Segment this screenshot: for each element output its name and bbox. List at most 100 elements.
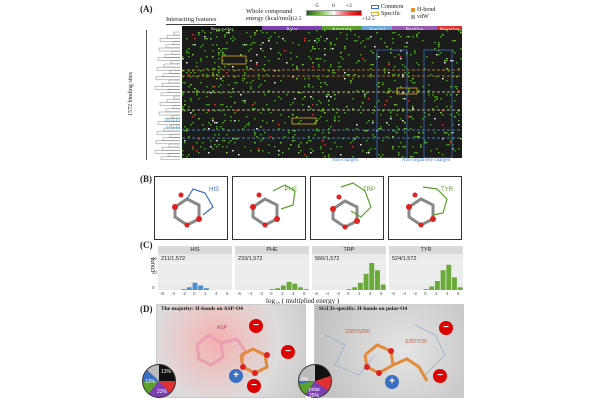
heat-cell	[210, 32, 212, 34]
heat-cell	[270, 48, 272, 50]
heat-cell	[254, 134, 256, 136]
heat-cell	[338, 92, 340, 94]
heat-cell	[312, 104, 314, 106]
heat-cell	[346, 38, 348, 40]
heat-cell	[262, 42, 264, 44]
heat-cell	[186, 156, 188, 158]
heat-cell	[328, 70, 330, 72]
heat-cell	[432, 62, 434, 64]
heat-cell	[434, 132, 436, 134]
cbar-tick-2: +2	[346, 3, 352, 9]
heat-cell	[218, 54, 220, 56]
heat-cell	[192, 70, 194, 72]
heat-cell	[212, 56, 214, 58]
heat-cell	[424, 116, 426, 118]
heat-cell	[252, 108, 254, 110]
heat-cell	[268, 40, 270, 42]
heat-cell	[280, 114, 282, 116]
heat-cell	[186, 128, 188, 130]
heat-cell	[344, 48, 346, 50]
heat-cell	[312, 48, 314, 50]
heat-cell	[188, 56, 190, 58]
heat-cell	[218, 72, 220, 74]
dendrogram-branch	[160, 92, 180, 97]
heat-cell	[222, 52, 224, 54]
heat-cell	[400, 86, 402, 88]
heat-cell	[388, 88, 390, 90]
heat-cell	[310, 148, 312, 150]
heat-cell	[442, 34, 444, 36]
heat-cell	[326, 94, 328, 96]
dendrogram-branch	[162, 137, 180, 141]
xtick-3-5: 4	[446, 291, 449, 296]
heat-cell	[404, 132, 406, 134]
heat-cell	[350, 30, 352, 32]
heat-cell	[246, 116, 248, 118]
hist-plot-tyr	[389, 262, 463, 290]
heat-cell	[308, 86, 310, 88]
heat-cell	[390, 48, 392, 50]
heat-cell	[386, 122, 388, 124]
heat-cell	[456, 76, 458, 78]
heat-cell	[318, 38, 320, 40]
heat-cell	[334, 130, 336, 132]
heat-cell	[432, 108, 434, 110]
heat-cell	[358, 36, 360, 38]
heat-cell	[452, 50, 454, 52]
heat-cell	[182, 70, 184, 72]
hist-bar-phe-1	[275, 288, 281, 290]
heat-cell	[218, 70, 220, 72]
heat-cell	[440, 52, 442, 54]
heat-cell	[452, 138, 454, 140]
heat-cell	[288, 132, 290, 134]
panel-c: (C) count 40 20 0 HIS 211/1,572 PHE 233/…	[136, 240, 464, 306]
heat-cell	[306, 142, 308, 144]
heat-cell	[206, 76, 208, 78]
heat-cell	[456, 86, 458, 88]
vdw-square-icon	[411, 14, 415, 19]
heat-cell	[212, 90, 214, 92]
heat-cell	[212, 50, 214, 52]
heat-cell	[424, 142, 426, 144]
heat-cell	[254, 34, 256, 36]
heat-cell	[240, 94, 242, 96]
heat-cell	[388, 64, 390, 66]
heat-cell	[268, 108, 270, 110]
heat-cell	[382, 84, 384, 86]
dendrogram-branch	[173, 31, 180, 36]
heat-cell	[300, 150, 302, 152]
heat-cell	[366, 92, 368, 94]
heat-cell	[184, 110, 186, 112]
heat-cell	[296, 66, 298, 68]
hist-plot-phe	[235, 262, 309, 290]
heat-cell	[362, 58, 364, 60]
y-axis-arrow	[146, 30, 147, 160]
heat-cell	[458, 68, 460, 70]
interaction-legend: H-bond vdW	[411, 7, 435, 21]
heat-cell	[258, 78, 260, 80]
heat-cell	[340, 154, 342, 156]
heat-cell	[252, 42, 254, 44]
heat-cell	[396, 110, 398, 112]
heat-cell	[330, 126, 332, 128]
heat-cell	[354, 40, 356, 42]
heat-cell	[398, 152, 400, 154]
heat-cell	[374, 148, 376, 150]
heat-cell	[184, 126, 186, 128]
features-label: Interacting features	[166, 16, 217, 23]
heat-cell	[360, 42, 362, 44]
heat-cell	[440, 112, 442, 114]
heat-cell	[216, 30, 218, 32]
heat-cell	[194, 88, 196, 90]
heat-cell	[308, 40, 310, 42]
heat-cell	[344, 46, 346, 48]
heat-cell	[330, 48, 332, 50]
heat-cell	[312, 66, 314, 68]
left-residue-label: ASP	[217, 325, 228, 331]
heat-cell	[314, 122, 316, 124]
heat-cell	[190, 72, 192, 74]
heat-cell	[290, 52, 292, 54]
heat-cell	[450, 140, 452, 142]
heat-cell	[276, 42, 278, 44]
heat-cell	[292, 136, 294, 138]
